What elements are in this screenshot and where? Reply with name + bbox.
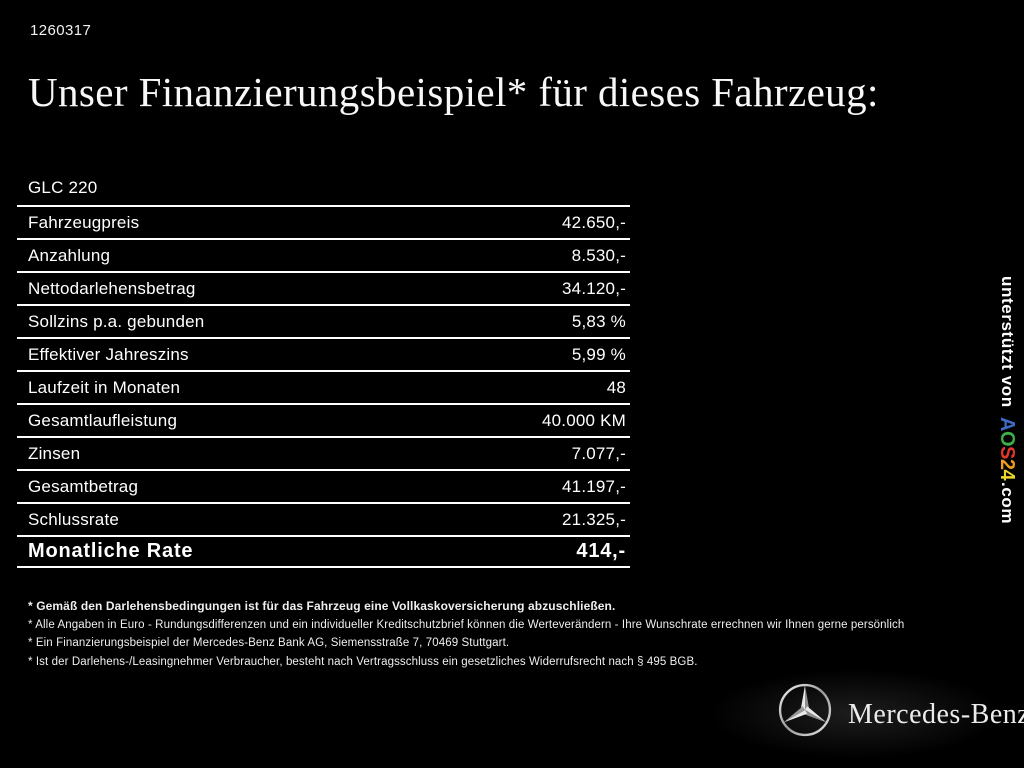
row-value: 21.325,- — [562, 509, 626, 529]
row-label: Schlussrate — [28, 509, 120, 529]
row-label: Zinsen — [28, 443, 81, 463]
footnotes: * Gemäß den Darlehensbedingungen ist für… — [28, 600, 1013, 674]
page-title: Unser Finanzierungsbeispiel* für dieses … — [28, 69, 879, 115]
row-value: 42.650,- — [562, 212, 626, 232]
table-row-model: GLC 220 — [17, 176, 630, 205]
row-value: 48 — [606, 377, 626, 397]
table-row: Nettodarlehensbetrag 34.120,- — [17, 271, 630, 304]
row-value: 5,83 % — [571, 311, 626, 331]
row-value: 8.530,- — [571, 245, 626, 265]
table-row: Zinsen 7.077,- — [17, 436, 630, 469]
table-row: Gesamtlaufleistung 40.000 KM — [17, 403, 630, 436]
table-row: Anzahlung 8.530,- — [17, 238, 630, 271]
aos24-letter: O — [996, 430, 1018, 446]
row-value: 7.077,- — [571, 443, 626, 463]
row-value: 34.120,- — [562, 278, 626, 298]
row-value: 41.197,- — [562, 476, 626, 496]
domain-suffix: .com — [998, 481, 1017, 524]
row-value: 40.000 KM — [541, 410, 626, 430]
total-value: 414,- — [576, 540, 626, 562]
table-row: Sollzins p.a. gebunden 5,83 % — [17, 304, 630, 337]
footnote-euro-rounding: * Alle Angaben in Euro - Rundungsdiffere… — [28, 618, 905, 631]
table-row: Fahrzeugpreis 42.650,- — [17, 205, 630, 238]
row-label: Laufzeit in Monaten — [28, 377, 181, 397]
table-row: Gesamtbetrag 41.197,- — [17, 469, 630, 502]
table-row: Schlussrate 21.325,- — [17, 502, 630, 535]
row-value: 5,99 % — [571, 344, 626, 364]
row-label: Fahrzeugpreis — [28, 212, 140, 232]
row-label: Gesamtlaufleistung — [28, 410, 178, 430]
row-label: Effektiver Jahreszins — [28, 344, 189, 364]
table-row-monthly-rate: Monatliche Rate 414,- — [17, 535, 630, 568]
table-row: Effektiver Jahreszins 5,99 % — [17, 337, 630, 370]
table-row: Laufzeit in Monaten 48 — [17, 370, 630, 403]
vehicle-id: 1260317 — [30, 22, 92, 39]
aos24-letter: 4 — [996, 469, 1018, 480]
brand-name: Mercedes-Benz — [848, 699, 1024, 730]
supporter-watermark: unterstützt von AOS24.com — [995, 276, 1018, 524]
footnote-bank: * Ein Finanzierungsbeispiel der Mercedes… — [28, 637, 510, 649]
row-label: Anzahlung — [28, 245, 111, 265]
row-label: Gesamtbetrag — [28, 476, 139, 496]
row-label: Sollzins p.a. gebunden — [28, 311, 205, 331]
vehicle-model: GLC 220 — [28, 178, 98, 197]
supported-by-text: unterstützt von — [998, 276, 1017, 408]
total-label: Monatliche Rate — [28, 540, 194, 562]
brand-glow — [700, 660, 1024, 768]
footnote-insurance: * Gemäß den Darlehensbedingungen ist für… — [28, 599, 616, 613]
financing-table: GLC 220 Fahrzeugpreis 42.650,- Anzahlung… — [17, 176, 630, 568]
footnote-widerruf: * Ist der Darlehens-/Leasingnehmer Verbr… — [28, 655, 698, 668]
row-label: Nettodarlehensbetrag — [28, 278, 196, 298]
aos24-letter: S — [996, 445, 1018, 459]
mercedes-star-icon — [778, 683, 832, 737]
aos24-letter: 2 — [996, 458, 1018, 470]
aos24-logo: AOS24 — [996, 417, 1018, 480]
aos24-letter: A — [996, 416, 1018, 431]
